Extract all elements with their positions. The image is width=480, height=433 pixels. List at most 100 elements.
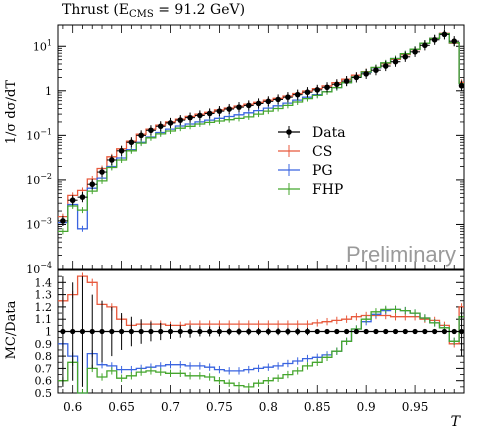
ratio-data-point: [314, 328, 320, 335]
ratio-data-point: [295, 328, 301, 335]
x-tick-label: 0.65: [108, 400, 135, 414]
data-point: [392, 58, 399, 65]
ratio-data-point: [422, 328, 428, 335]
ratio-data-point: [177, 328, 183, 335]
x-tick-label: 0.95: [402, 400, 429, 414]
ratio-y-tick-label: 1.1: [35, 313, 53, 326]
data-point: [118, 148, 125, 154]
ratio-data-point: [226, 328, 232, 335]
ratio-data-point: [109, 328, 115, 335]
legend-label-fhp: FHP: [312, 182, 343, 198]
x-tick-label: 0.75: [206, 400, 233, 414]
ratio-y-tick-label: 1.4: [35, 276, 53, 289]
main-panel-ticks: 101 1 10−1 10−2 10−3 10−4: [26, 25, 465, 276]
ratio-data-point: [432, 328, 438, 335]
data-point: [69, 197, 76, 204]
data-point: [382, 63, 389, 69]
data-point: [60, 218, 66, 224]
data-point: [226, 106, 233, 112]
ratio-y-tick-label: 0.9: [35, 338, 53, 351]
ratio-data-point: [138, 328, 144, 335]
ratio-data-point: [373, 328, 379, 335]
ratio-data-point: [255, 328, 262, 335]
ratio-data-point: [344, 328, 350, 335]
ratio-data-point: [363, 328, 369, 335]
ratio-panel-plot: [58, 272, 465, 394]
data-point: [109, 157, 115, 163]
ratio-line-cs: [58, 275, 464, 345]
ratio-data-point: [60, 328, 66, 335]
ratio-data-point: [334, 328, 340, 335]
x-tick-label: 0.7: [161, 400, 180, 414]
data-point: [314, 87, 321, 93]
ratio-data-point: [70, 328, 76, 335]
ratio-data-point: [383, 328, 389, 335]
data-point: [148, 127, 154, 134]
hist-line-fhp: [58, 33, 464, 233]
ratio-data-point: [99, 328, 105, 335]
chart-title-sub: CMS: [129, 9, 154, 20]
data-point: [431, 36, 438, 43]
ratio-y-tick-label: 0.7: [35, 362, 53, 375]
data-point: [138, 132, 144, 139]
data-point: [373, 67, 379, 74]
legend-swatch-marker-data: [286, 129, 292, 135]
ratio-data-point: [187, 328, 193, 335]
main-y-tick-label: 1: [45, 85, 52, 98]
chart-title-tail: = 91.2 GeV): [154, 2, 245, 18]
legend-label-pg: PG: [312, 163, 333, 179]
data-point: [441, 31, 448, 38]
data-point: [334, 81, 340, 88]
ratio-data-point: [324, 328, 330, 335]
data-point: [128, 139, 135, 146]
main-panel-plot: [58, 29, 465, 235]
ratio-data-point: [236, 328, 242, 335]
data-point: [255, 100, 262, 107]
ratio-data-point: [89, 328, 95, 335]
data-point: [285, 94, 291, 100]
ratio-y-tick-label: 0.5: [35, 387, 53, 400]
ratio-data-point: [441, 328, 448, 335]
chart-title: Thrust (ECMS = 91.2 GeV): [62, 2, 245, 20]
main-panel-frame: [57, 24, 465, 270]
data-point: [294, 91, 301, 98]
data-point: [422, 42, 428, 49]
x-tick-label: 0.85: [304, 400, 331, 414]
chart-title-main: Thrust (E: [62, 2, 129, 18]
data-point: [167, 120, 174, 126]
ratio-data-point: [167, 328, 174, 335]
data-point: [324, 84, 330, 91]
ratio-y-tick-label: 0.6: [35, 375, 53, 388]
main-y-tick-label: 10−2: [26, 172, 52, 187]
data-point: [79, 194, 86, 200]
main-y-axis-label: 1/σ dσ/dT: [4, 80, 19, 145]
ratio-data-point: [207, 328, 213, 335]
ratio-data-point: [197, 328, 203, 335]
ratio-y-axis-label: MC/Data: [4, 300, 19, 359]
data-point: [412, 49, 418, 55]
data-point: [275, 96, 281, 103]
x-axis-label: T: [451, 414, 462, 430]
hist-line-pg: [58, 33, 464, 230]
ratio-line-pg: [58, 308, 464, 394]
data-point: [99, 169, 105, 175]
data-point: [353, 74, 360, 81]
data-point: [304, 89, 311, 96]
ratio-data-point: [265, 328, 271, 335]
data-point: [245, 102, 252, 109]
data-point: [236, 104, 242, 110]
data-point: [206, 110, 213, 117]
ratio-data-point: [246, 328, 252, 335]
data-point: [343, 78, 350, 84]
ratio-y-tick-label: 1.3: [35, 289, 53, 302]
data-point: [363, 71, 369, 77]
data-point: [157, 123, 164, 130]
ratio-data-point: [451, 328, 457, 335]
legend-label-data: Data: [312, 125, 346, 141]
ratio-data-point: [304, 328, 311, 335]
ratio-data-point: [392, 328, 399, 335]
ratio-y-tick-label: 1: [45, 326, 52, 339]
legend: Data CS PG FHP: [278, 125, 346, 198]
main-y-tick-label: 10−4: [26, 261, 52, 276]
data-point: [89, 181, 96, 188]
